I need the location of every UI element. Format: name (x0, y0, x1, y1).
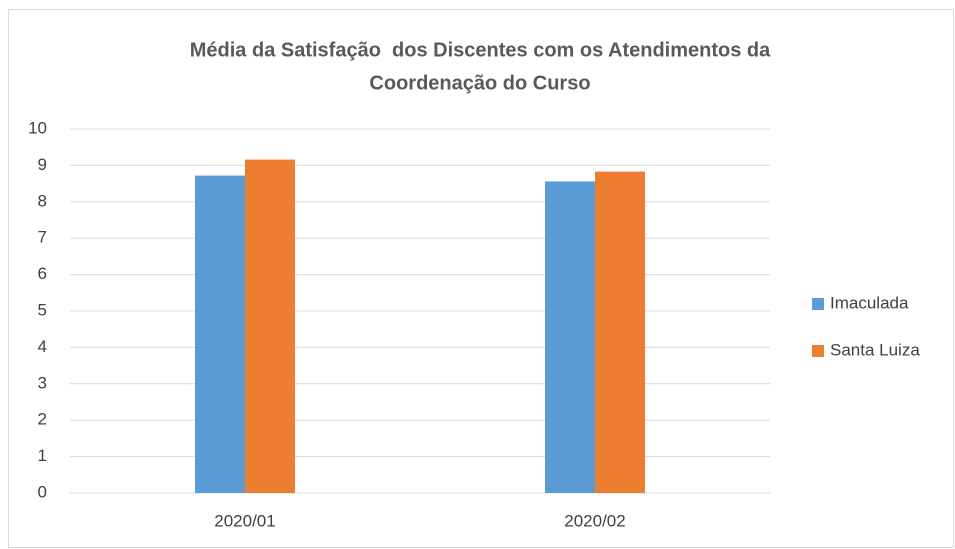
y-tick-label: 4 (38, 337, 47, 356)
legend-label: Imaculada (830, 293, 909, 312)
y-tick-label: 10 (28, 118, 47, 137)
legend-label: Santa Luiza (830, 340, 920, 359)
y-tick-label: 7 (38, 228, 47, 247)
y-tick-label: 8 (38, 191, 47, 210)
chart-frame (8, 9, 954, 548)
y-tick-label: 5 (38, 300, 47, 319)
legend-swatch (812, 298, 824, 310)
chart-title: Média da Satisfação dos Discentes com os… (190, 39, 771, 61)
bar (545, 181, 595, 493)
y-tick-label: 6 (38, 264, 47, 283)
x-tick-label: 2020/01 (214, 511, 275, 530)
y-tick-label: 9 (38, 155, 47, 174)
y-tick-label: 1 (38, 446, 47, 465)
y-tick-label: 3 (38, 373, 47, 392)
bar (245, 159, 295, 494)
chart-title: Coordenação do Curso (369, 72, 590, 94)
y-tick-label: 0 (38, 482, 47, 501)
x-tick-label: 2020/02 (564, 511, 625, 530)
bar (595, 171, 645, 493)
y-tick-label: 2 (38, 410, 47, 429)
bar (195, 175, 245, 494)
legend-swatch (812, 345, 824, 357)
